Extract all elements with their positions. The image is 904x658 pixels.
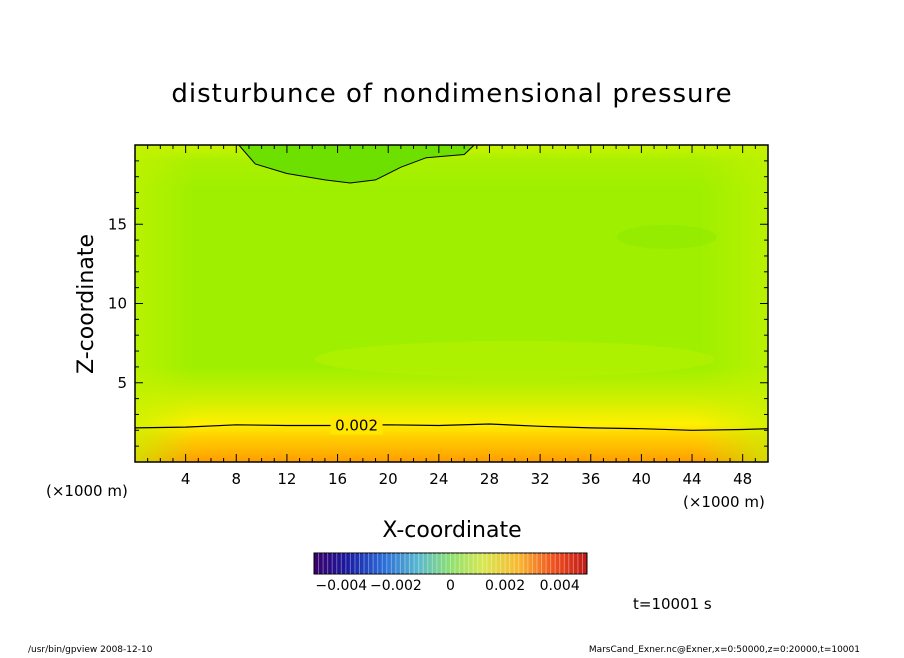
field-patch-lower <box>314 340 715 377</box>
contour-label-bg <box>330 416 383 435</box>
y-ticks: 5 10 15 <box>108 160 768 447</box>
footer-left: /usr/bin/gpview 2008-12-10 <box>28 645 153 654</box>
x-tick-label: 48 <box>733 470 752 488</box>
x-tick-label: 16 <box>328 470 347 488</box>
colorbar: −0.004 −0.002 0 0.002 0.004 <box>313 552 588 594</box>
field-side-left <box>135 145 195 462</box>
x-tick-label: 12 <box>277 470 296 488</box>
y-tick-label: 5 <box>117 374 127 392</box>
colorbar-tick-label: −0.002 <box>370 578 422 594</box>
x-axis-label: X-coordinate <box>382 518 521 543</box>
colorbar-tick-label: −0.004 <box>315 578 367 594</box>
x-tick-label: 20 <box>379 470 398 488</box>
x-tick-label: 36 <box>581 470 600 488</box>
x-tick-label: 4 <box>181 470 191 488</box>
colorbar-labels: −0.004 −0.002 0 0.002 0.004 <box>315 578 579 594</box>
y-axis-label: Z-coordinate <box>74 234 99 374</box>
colorbar-tick-label: 0.002 <box>485 578 525 594</box>
x-tick-label: 28 <box>480 470 499 488</box>
minimum-region <box>237 144 476 184</box>
colorbar-tick-label: 0 <box>446 578 455 594</box>
chart-title: disturbunce of nondimensional pressure <box>171 79 732 109</box>
contour-label: 0.002 <box>335 417 378 435</box>
colorbar-bar <box>313 552 588 575</box>
x-tick-label: 24 <box>429 470 448 488</box>
y-tick-label: 10 <box>108 295 127 313</box>
x-tick-label: 8 <box>232 470 242 488</box>
x-axis-unit: (×1000 m) <box>683 493 765 511</box>
y-axis-unit: (×1000 m) <box>46 482 128 500</box>
colorbar-tick-label: 0.004 <box>540 578 580 594</box>
field-side-right <box>698 145 768 462</box>
x-tick-label: 32 <box>531 470 550 488</box>
y-tick-label: 15 <box>108 215 127 233</box>
x-tick-label: 44 <box>682 470 701 488</box>
field-patch-right <box>616 224 717 249</box>
field-background <box>135 145 768 462</box>
contour-line-0002 <box>134 423 769 431</box>
time-label: t=10001 s <box>633 595 712 613</box>
colorbar-stripes <box>318 553 583 574</box>
x-tick-label: 40 <box>632 470 651 488</box>
x-ticks: 4 8 12 16 20 24 28 32 36 40 44 48 <box>147 145 756 488</box>
footer-right: MarsCand_Exner.nc@Exner,x=0:50000,z=0:20… <box>589 645 860 654</box>
